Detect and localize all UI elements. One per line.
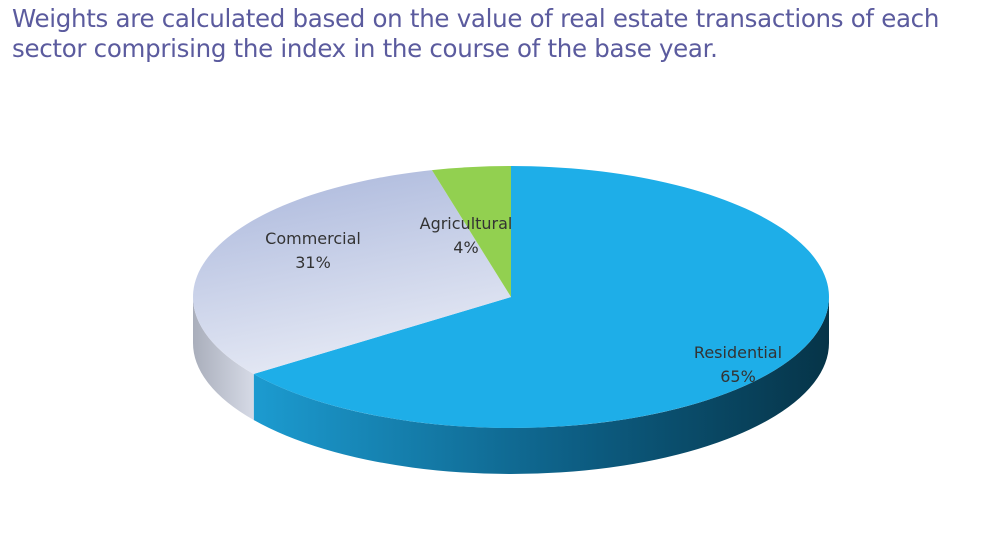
label-value: 65% <box>720 367 756 386</box>
slice-side <box>253 297 829 474</box>
data-label: Agricultural 4% <box>420 214 513 257</box>
slice-side <box>193 297 254 420</box>
label-name: Residential <box>694 343 782 362</box>
label-value: 31% <box>295 253 331 272</box>
data-label: Commercial 31% <box>265 229 361 272</box>
label-value: 4% <box>453 238 478 257</box>
slice <box>431 166 511 297</box>
slice <box>192 170 511 374</box>
chart-title: Weights are calculated based on the valu… <box>12 4 940 63</box>
label-name: Commercial <box>265 229 361 248</box>
slice <box>253 166 829 428</box>
data-label: Residential 65% <box>694 343 782 386</box>
label-name: Agricultural <box>420 214 513 233</box>
